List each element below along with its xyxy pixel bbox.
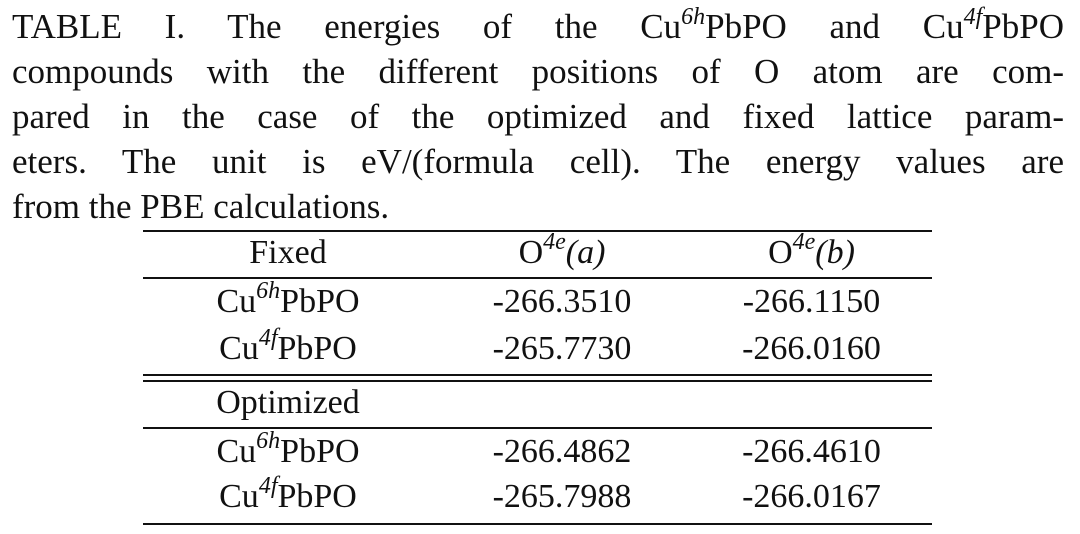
compound-rest: PbPO — [277, 478, 357, 515]
column-header: O4e(a) — [433, 230, 691, 276]
compound: Cu6hPbPO — [143, 429, 433, 475]
compound-sup: 6h — [256, 278, 281, 304]
energy: -266.4610 — [742, 433, 881, 470]
compound-base: Cu — [219, 478, 259, 515]
rule — [143, 374, 932, 376]
header-rest: (b) — [815, 234, 855, 271]
compound-base: Cu — [216, 433, 257, 470]
rule — [143, 380, 932, 382]
header-sup: 4e — [792, 229, 816, 255]
caption-text: PbPO and Cu — [705, 7, 964, 46]
rule — [143, 277, 932, 279]
energy: -266.4862 — [492, 433, 632, 470]
energy: -266.1150 — [742, 283, 881, 320]
compound-sup: 4f — [258, 473, 278, 499]
section-label: Optimized — [216, 384, 360, 421]
compound-base: Cu — [216, 283, 257, 320]
caption-line: eters. The unit is eV/(formula cell). Th… — [12, 142, 1064, 181]
compound: Cu4fPbPO — [143, 326, 433, 372]
compound: Cu6hPbPO — [143, 279, 433, 325]
caption-sup: 6h — [681, 4, 706, 30]
header-base: O — [768, 234, 793, 271]
caption-sup: 4f — [963, 4, 983, 30]
caption-text: PbPO — [982, 7, 1064, 46]
compound-base: Cu — [219, 330, 259, 367]
rule — [143, 230, 932, 232]
caption-text: TABLE I. The energies of the Cu — [12, 7, 682, 46]
caption-line: TABLE I. The energies of the Cu6hPbPO an… — [12, 4, 1064, 49]
compound: Cu4fPbPO — [143, 474, 433, 520]
energy: -266.0167 — [742, 478, 881, 515]
compound-sup: 4f — [258, 325, 278, 351]
energy: -266.3510 — [492, 283, 632, 320]
energy: -266.0160 — [742, 330, 881, 367]
compound-rest: PbPO — [277, 330, 357, 367]
caption-line: compounds with the different positions o… — [12, 52, 1064, 91]
header-rest: (a) — [565, 234, 606, 271]
energy: -265.7730 — [492, 330, 632, 367]
rule — [143, 427, 932, 429]
rule — [143, 523, 932, 525]
caption-line: pared in the case of the optimized and f… — [12, 97, 1064, 136]
compound-rest: PbPO — [280, 283, 360, 320]
header-sup: 4e — [543, 229, 566, 255]
caption-line: from the PBE calculations. — [12, 187, 390, 226]
energy: -265.7988 — [492, 478, 632, 515]
column-header: O4e(b) — [691, 230, 932, 276]
header-base: O — [518, 234, 544, 271]
compound-rest: PbPO — [280, 433, 360, 470]
section-label: Fixed — [249, 234, 327, 271]
compound-sup: 6h — [256, 428, 281, 454]
